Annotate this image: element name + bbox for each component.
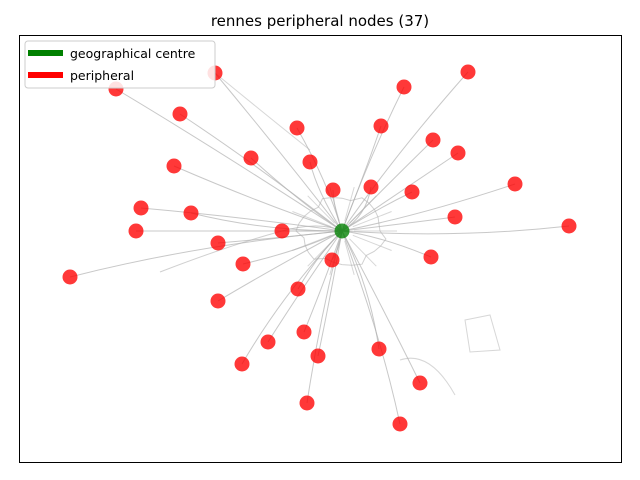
street-edge <box>292 211 332 228</box>
peripheral-node <box>460 64 476 80</box>
peripheral-node <box>425 132 441 148</box>
street-edge <box>344 240 355 276</box>
peripheral-node <box>561 218 577 234</box>
street-edge <box>341 125 382 232</box>
legend: geographical centre peripheral <box>24 40 216 89</box>
peripheral-node <box>324 252 340 268</box>
street-edge <box>349 195 377 224</box>
street-edge <box>349 238 377 267</box>
street-edge <box>173 165 343 232</box>
street-edge <box>140 207 343 232</box>
geographical-centre-node <box>334 223 350 239</box>
street-edge <box>341 216 456 232</box>
peripheral-node <box>296 324 312 340</box>
peripheral-node <box>172 106 188 122</box>
street-edge <box>292 234 332 251</box>
peripheral-node <box>302 154 318 170</box>
street-edge <box>352 211 392 228</box>
legend-label-peripheral: peripheral <box>70 68 134 83</box>
peripheral-node <box>274 223 290 239</box>
peripheral-node <box>290 281 306 297</box>
peripheral-node <box>289 120 305 136</box>
street-edge <box>250 157 343 232</box>
peripheral-node <box>423 249 439 265</box>
peripheral-node <box>373 118 389 134</box>
peripheral-node <box>128 223 144 239</box>
street-edge <box>344 186 355 222</box>
street-edge <box>69 230 343 278</box>
street-edge <box>241 230 343 365</box>
peripheral-node <box>363 179 379 195</box>
chart-title: rennes peripheral nodes (37) <box>211 12 429 30</box>
street-edge <box>303 230 343 333</box>
peripheral-node <box>396 79 412 95</box>
street-edge <box>352 234 392 251</box>
street-edge <box>307 195 335 224</box>
peripheral-node <box>299 395 315 411</box>
peripheral-node <box>404 184 420 200</box>
peripheral-node <box>166 158 182 174</box>
peripheral-node <box>447 209 463 225</box>
street-edge <box>307 238 335 267</box>
legend-box <box>24 40 216 89</box>
peripheral-node <box>234 356 250 372</box>
peripheral-node <box>310 348 326 364</box>
plot-frame <box>19 35 622 463</box>
street-edge <box>179 113 343 232</box>
peripheral-node <box>133 200 149 216</box>
street-edge <box>317 230 343 357</box>
peripheral-node <box>62 269 78 285</box>
street-edge <box>464 314 501 353</box>
street-edge <box>341 225 570 235</box>
peripheral-node <box>183 205 199 221</box>
peripheral-node <box>507 176 523 192</box>
legend-label-centre: geographical centre <box>70 46 196 61</box>
street-edge <box>217 230 343 302</box>
street-edge <box>399 357 456 396</box>
peripheral-node <box>235 256 251 272</box>
street-edge <box>306 230 343 404</box>
peripheral-node <box>450 145 466 161</box>
peripheral-node <box>243 150 259 166</box>
peripheral-node <box>325 182 341 198</box>
peripheral-node <box>210 235 226 251</box>
peripheral-node <box>260 334 276 350</box>
street-edge <box>214 72 311 151</box>
street-edge <box>341 230 421 384</box>
peripheral-node <box>210 293 226 309</box>
street-network <box>69 71 570 425</box>
street-edge <box>341 183 516 232</box>
street-edge <box>341 230 432 258</box>
street-edge <box>341 71 469 232</box>
nodes-layer <box>62 64 577 432</box>
peripheral-node <box>371 341 387 357</box>
street-edge <box>159 230 283 273</box>
street-edge <box>214 72 343 232</box>
peripheral-node <box>392 416 408 432</box>
street-edge <box>341 230 401 425</box>
street-edge <box>341 152 459 232</box>
peripheral-node <box>412 375 428 391</box>
